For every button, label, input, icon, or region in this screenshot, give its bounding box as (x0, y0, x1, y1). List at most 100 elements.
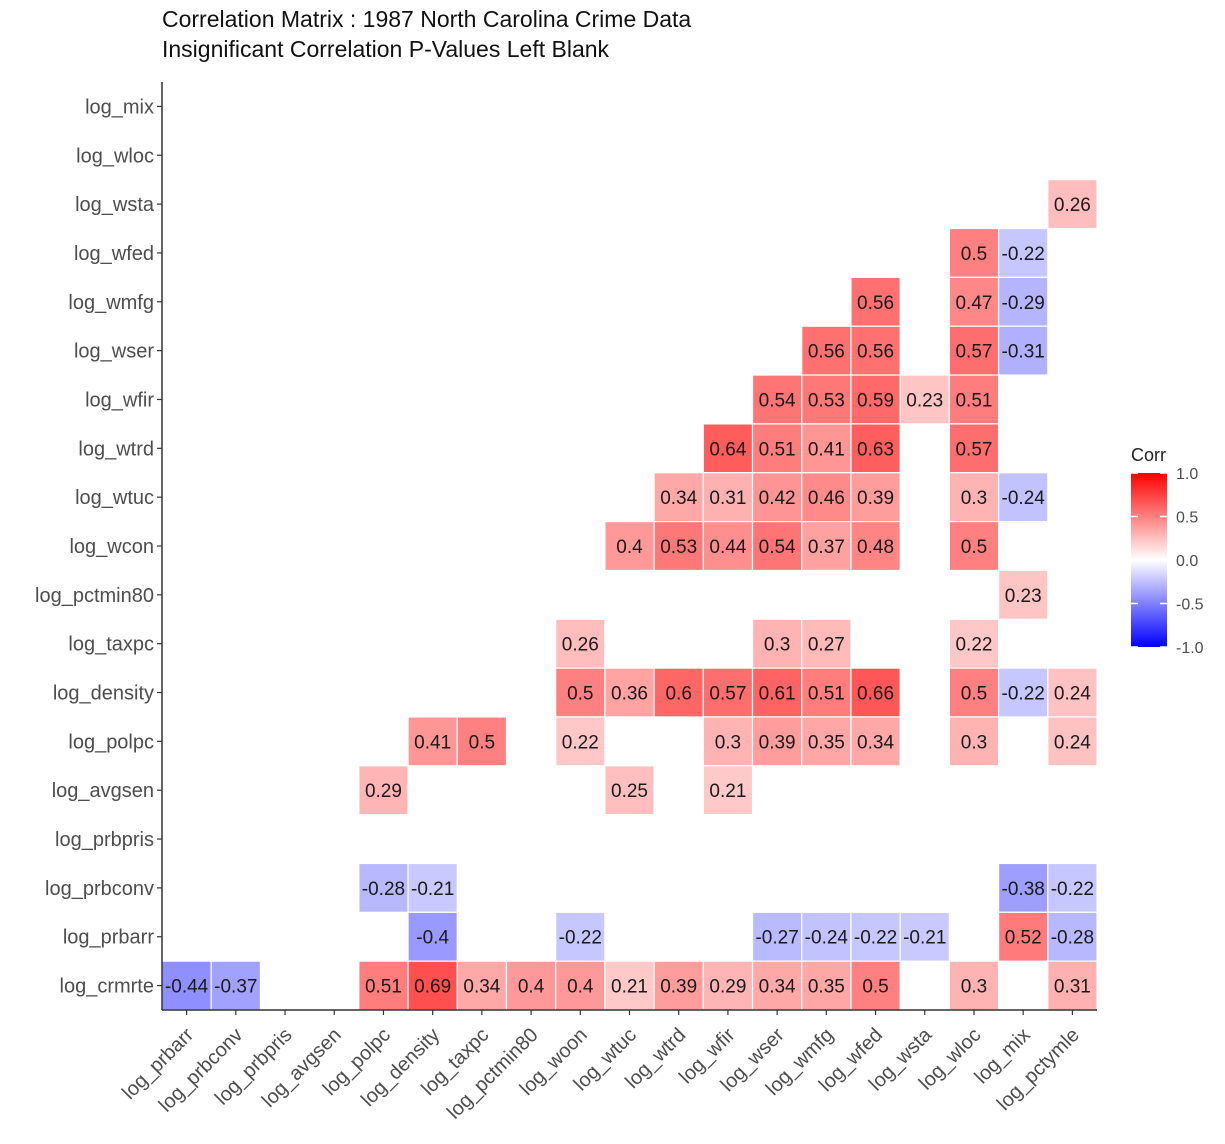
cell-value-label: -0.22 (854, 928, 897, 949)
legend-tick-label: 0.0 (1176, 553, 1198, 570)
cell-value-label: 0.26 (1054, 195, 1091, 216)
cell-value-label: 0.35 (808, 977, 845, 998)
heatmap-cell (801, 716, 852, 767)
cell-value-label: 0.36 (611, 684, 648, 705)
cell-value-label: 0.42 (759, 488, 796, 509)
y-tick-label: log_avgsen (52, 780, 154, 802)
heatmap-cell (850, 520, 901, 572)
cell-value-label: 0.3 (961, 977, 987, 998)
heatmap-cell (948, 520, 1000, 572)
cell-value-label: 0.22 (562, 732, 599, 753)
cell-value-label: 0.51 (365, 977, 402, 998)
cell-value-label: -0.28 (1051, 928, 1094, 949)
y-tick-label: log_wsta (75, 194, 155, 216)
heatmap-cell (555, 716, 606, 767)
cell-value-label: 0.57 (709, 684, 746, 705)
heatmap-cell (407, 911, 458, 962)
y-tick-label: log_prbconv (45, 878, 154, 900)
cell-value-label: 0.41 (414, 732, 451, 753)
legend-tick-label: -1.0 (1176, 640, 1204, 657)
y-tick-label: log_prbpris (55, 829, 154, 851)
cell-value-label: 0.53 (660, 537, 697, 558)
heatmap-cell (997, 276, 1049, 327)
heatmap-cell (407, 862, 458, 913)
cell-value-label: 0.3 (764, 635, 790, 656)
heatmap-cell (801, 618, 852, 669)
heatmap-cell (997, 569, 1049, 620)
legend-title: Corr (1131, 445, 1166, 465)
heatmap-cell (850, 472, 901, 523)
cell-value-label: 0.22 (955, 635, 992, 656)
cell-value-label: 0.5 (862, 977, 888, 998)
cell-value-label: 0.64 (709, 439, 746, 460)
cell-value-label: 0.61 (759, 684, 796, 705)
cell-value-label: 0.66 (857, 684, 894, 705)
heatmap-cell (751, 960, 803, 1011)
cell-value-label: 0.4 (567, 977, 594, 998)
y-tick-label: log_density (53, 683, 154, 705)
cell-value-label: 0.41 (808, 439, 845, 460)
y-tick-label: log_polpc (68, 731, 154, 753)
heatmap-cell (751, 423, 803, 474)
cell-value-label: 0.53 (808, 390, 845, 411)
cell-value-label: 0.23 (1005, 586, 1042, 607)
cell-value-label: 0.39 (857, 488, 894, 509)
heatmap-cell (751, 472, 803, 523)
cell-value-label: 0.21 (611, 977, 648, 998)
heatmap-cell (948, 423, 1000, 474)
cell-value-label: 0.56 (857, 293, 894, 314)
cell-value-label: 0.69 (414, 977, 451, 998)
heatmap-cell (407, 716, 458, 767)
heatmap-cell (948, 960, 1000, 1011)
cell-value-label: -0.31 (1002, 342, 1045, 363)
cell-value-label: 0.24 (1054, 684, 1091, 705)
cell-value-label: 0.26 (562, 635, 599, 656)
cell-value-label: -0.27 (755, 928, 798, 949)
cell-value-label: 0.54 (759, 537, 796, 558)
cell-value-label: -0.21 (903, 928, 946, 949)
cell-value-label: -0.29 (1002, 293, 1045, 314)
y-tick-label: log_wtuc (75, 487, 154, 509)
cell-value-label: -0.37 (214, 977, 257, 998)
heatmap-cell (1047, 960, 1098, 1011)
heatmap-cell (702, 765, 754, 816)
heatmap-cell (702, 667, 754, 718)
heatmap-cell (456, 716, 508, 767)
cell-value-label: 0.4 (518, 977, 545, 998)
legend-tick-label: 1.0 (1176, 466, 1198, 483)
heatmap-cell (751, 374, 803, 425)
heatmap-cell (505, 960, 557, 1011)
heatmap-cell (948, 716, 1000, 767)
cell-value-label: -0.24 (1002, 488, 1046, 509)
heatmap-cell (801, 520, 852, 572)
heatmap-cell (751, 618, 803, 669)
cell-value-label: 0.5 (961, 244, 987, 265)
heatmap-cell (948, 667, 1000, 718)
cell-value-label: -0.38 (1002, 879, 1045, 900)
cell-value-label: 0.21 (709, 781, 746, 802)
cell-value-label: 0.29 (365, 781, 402, 802)
cell-value-label: 0.51 (955, 390, 992, 411)
heatmap-cell (850, 423, 901, 474)
cell-value-label: 0.34 (857, 732, 894, 753)
y-tick-label: log_taxpc (68, 634, 154, 656)
heatmap-cell (801, 667, 852, 718)
cell-value-label: 0.37 (808, 537, 845, 558)
cell-value-label: 0.4 (616, 537, 643, 558)
heatmap-cell (801, 472, 852, 523)
cell-value-label: 0.51 (759, 439, 796, 460)
y-tick-label: log_wmfg (68, 292, 154, 314)
cell-value-label: -0.28 (362, 879, 405, 900)
cell-value-label: -0.22 (1002, 244, 1045, 265)
heatmap-cell (850, 960, 901, 1011)
heatmap-cell (555, 618, 606, 669)
cell-value-label: 0.31 (1054, 977, 1091, 998)
chart-subtitle: Insignificant Correlation P-Values Left … (162, 36, 610, 62)
cell-value-label: 0.44 (709, 537, 746, 558)
y-tick-label: log_wfir (85, 389, 154, 411)
heatmap-cell (997, 227, 1049, 278)
heatmap-cell (801, 374, 852, 425)
heatmap-cell (1047, 667, 1098, 718)
cell-value-label: 0.57 (955, 439, 992, 460)
heatmap-cell (604, 520, 655, 572)
